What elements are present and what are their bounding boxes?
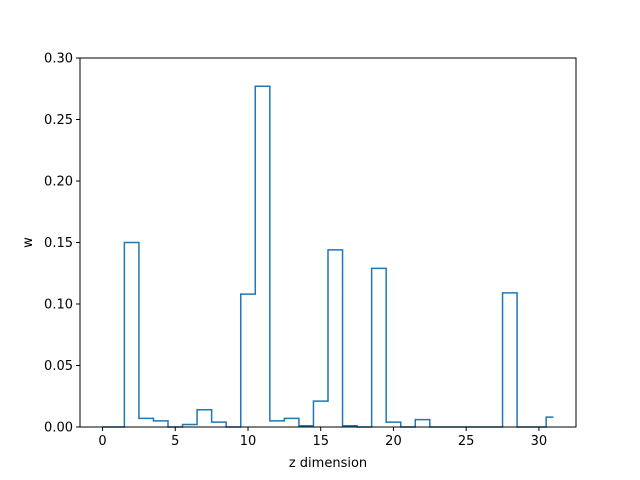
y-tick-label: 0.30 xyxy=(44,52,73,67)
y-tick-label: 0.15 xyxy=(44,236,73,251)
x-tick-label: 5 xyxy=(171,434,179,449)
y-tick-label: 0.05 xyxy=(44,359,73,374)
plot-frame xyxy=(79,57,577,428)
y-tick-label: 0.25 xyxy=(44,113,73,128)
y-tick-label: 0.00 xyxy=(44,421,73,436)
x-axis-label: z dimension xyxy=(289,456,367,471)
x-tick-label: 15 xyxy=(312,434,329,449)
x-tick-label: 30 xyxy=(531,434,548,449)
x-axis-ticks: 0 5 10 15 20 25 30 xyxy=(98,427,547,449)
x-tick-label: 25 xyxy=(458,434,475,449)
y-axis-label: w xyxy=(21,237,36,248)
y-axis-ticks: 0.00 0.05 0.10 0.15 0.20 0.25 0.30 xyxy=(44,52,80,436)
x-tick-label: 0 xyxy=(98,434,106,449)
x-tick-label: 10 xyxy=(240,434,257,449)
y-tick-label: 0.10 xyxy=(44,298,73,313)
x-tick-label: 20 xyxy=(385,434,402,449)
y-tick-label: 0.20 xyxy=(44,175,73,190)
